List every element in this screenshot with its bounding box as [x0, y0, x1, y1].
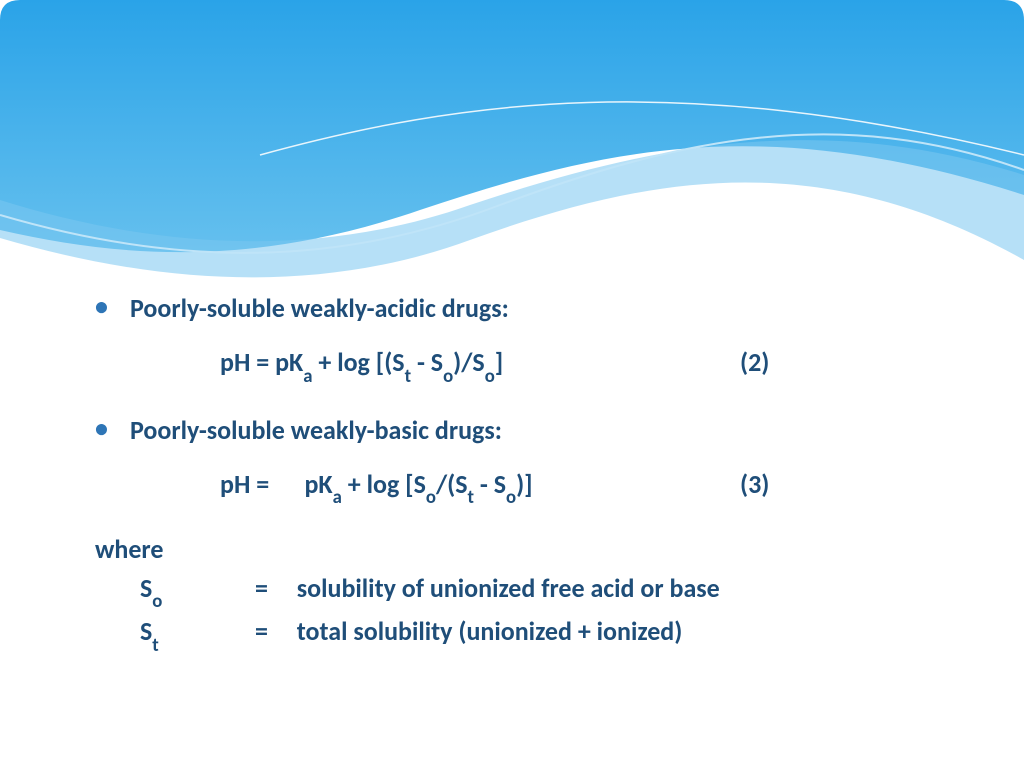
- bullet-icon: •: [95, 412, 108, 446]
- bullet-icon: •: [95, 290, 108, 324]
- equation-number: (3): [740, 468, 769, 500]
- equation-acidic: pH = pKa + log [(St - So)/So] (2): [220, 346, 964, 383]
- definition-row: St = total solubility (unionized + ioniz…: [140, 612, 964, 655]
- bullet-item: • Poorly-soluble weakly-basic drugs:: [95, 412, 964, 448]
- bullet-item: • Poorly-soluble weakly-acidic drugs:: [95, 290, 964, 326]
- equation-basic: pH = pKa + log [So/(St - So)] (3): [220, 468, 964, 505]
- bullet-text: Poorly-soluble weakly-acidic drugs:: [130, 290, 509, 326]
- bullet-text: Poorly-soluble weakly-basic drugs:: [130, 412, 502, 448]
- definition-row: So = solubility of unionized free acid o…: [140, 569, 964, 612]
- where-block: where So = solubility of unionized free …: [95, 533, 964, 656]
- equation-number: (2): [740, 346, 769, 378]
- where-label: where: [95, 533, 964, 565]
- header-wave-banner: [0, 0, 1024, 280]
